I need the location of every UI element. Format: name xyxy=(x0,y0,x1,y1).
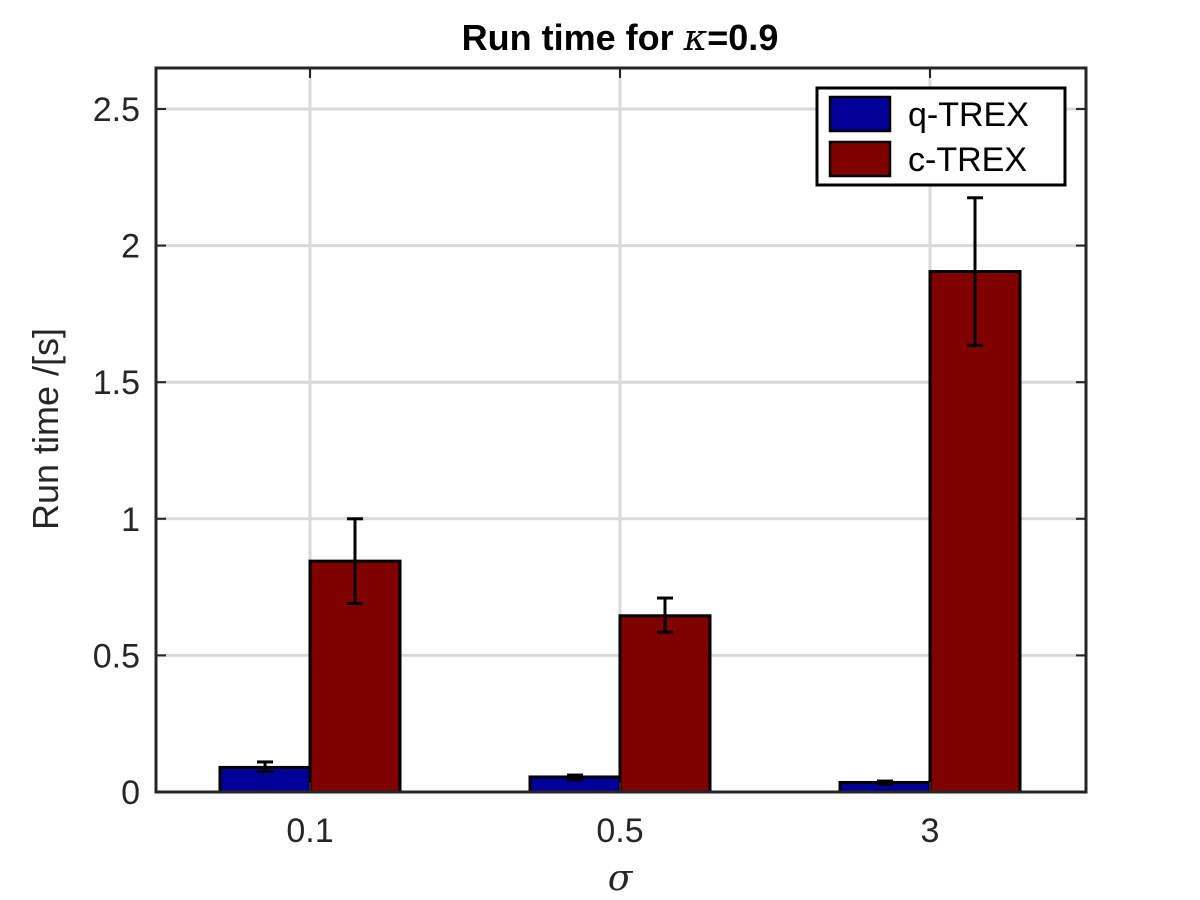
y-tick-label: 1 xyxy=(121,501,140,539)
chart-title: Run time for κ=0.9 xyxy=(462,17,779,59)
x-axis-label: σ xyxy=(608,858,634,899)
y-axis-ticks: 0 0.5 1 1.5 2 2.5 xyxy=(93,91,1086,812)
error-bar-q-trex-0-1 xyxy=(257,760,273,774)
legend: q-TREX c-TREX xyxy=(815,86,1067,187)
legend-label-c-trex: c-TREX xyxy=(908,141,1027,179)
chart-title-symbol: κ xyxy=(683,18,708,59)
error-bar-c-trex-3 xyxy=(967,196,983,347)
error-bars xyxy=(257,196,983,786)
error-bar-c-trex-0-5 xyxy=(657,596,673,634)
y-tick-label: 0.5 xyxy=(93,637,140,675)
chart-title-prefix: Run time for xyxy=(462,17,684,58)
y-tick-label: 1.5 xyxy=(93,364,140,402)
y-tick-label: 0 xyxy=(121,774,140,812)
chart-title-suffix: =0.9 xyxy=(707,17,778,58)
y-tick-label: 2.5 xyxy=(93,91,140,129)
x-axis-ticks: 0.1 0.5 3 xyxy=(286,68,939,850)
y-tick-label: 2 xyxy=(121,228,140,266)
x-tick-label: 3 xyxy=(921,812,940,850)
y-axis-label: Run time /[s] xyxy=(25,328,66,530)
bars xyxy=(218,270,1022,794)
x-tick-label: 0.5 xyxy=(596,812,643,850)
bar-c-trex-0-5 xyxy=(618,614,712,794)
error-bar-q-trex-0-5 xyxy=(567,773,583,782)
legend-swatch-q-trex xyxy=(828,95,892,133)
legend-swatch-c-trex xyxy=(828,140,892,178)
error-bar-c-trex-0-1 xyxy=(347,517,363,605)
error-bar-q-trex-3 xyxy=(877,779,893,786)
x-tick-label: 0.1 xyxy=(286,812,333,850)
legend-label-q-trex: q-TREX xyxy=(908,96,1029,134)
bar-c-trex-3 xyxy=(928,270,1022,794)
